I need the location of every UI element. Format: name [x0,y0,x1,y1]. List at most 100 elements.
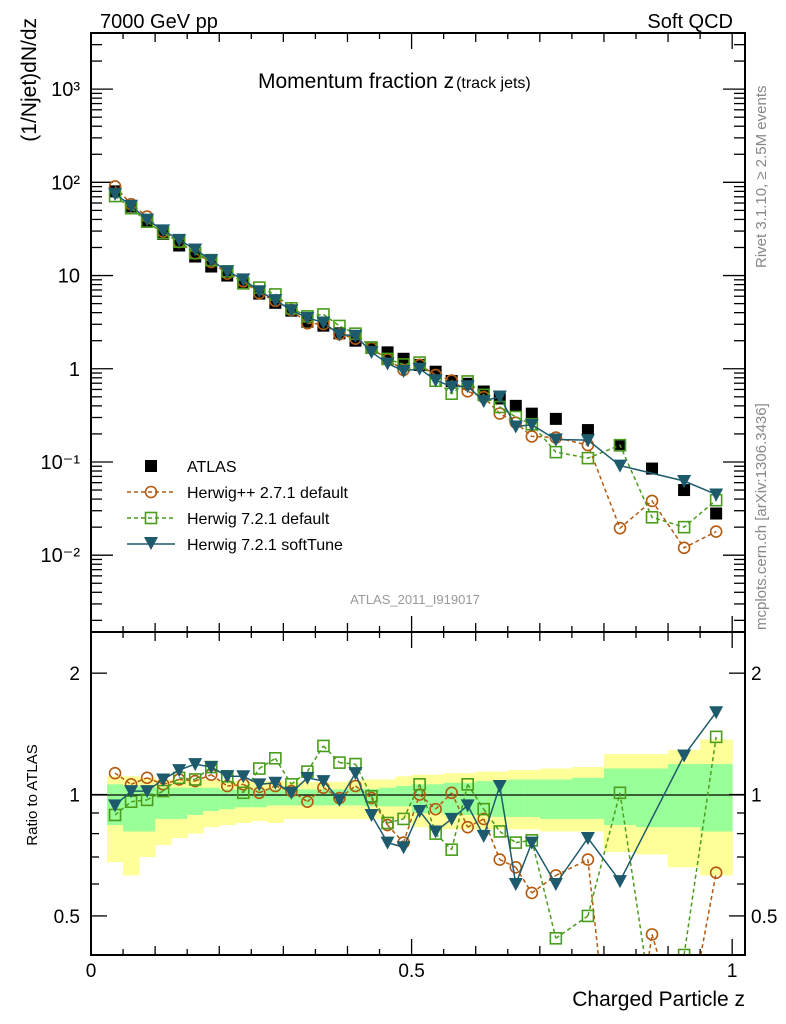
herwig-721-default-ratio-point [188,773,202,786]
stat-uncertainty-band [379,787,397,807]
herwig-721-default-ratio-line-segment [130,799,148,803]
herwig-721-softtune-ratio-point [108,799,123,813]
herwig-721-default-point [549,445,563,459]
legend-marker [144,511,158,525]
herwig-721-softtune-point [412,362,427,376]
herwig-721-softtune-ratio-line-segment [483,785,501,837]
herwig-721-default-ratio-point [477,802,491,816]
herwigpp-271-point [709,525,723,538]
herwigpp-271-ratio-line-segment [700,872,717,955]
ratio-tick-label-right: 2 [751,664,762,685]
herwig-721-default-ratio-line-segment [418,784,437,834]
herwig-721-default-ratio-line-segment [146,790,164,801]
herwig-721-softtune-point [580,434,595,448]
herwig-721-softtune-ratio-point [220,770,235,784]
herwig-721-softtune-ratio-point [364,808,379,822]
herwig-721-softtune-ratio-point [444,812,459,826]
herwig-721-softtune-point [108,187,123,201]
herwig-721-default-ratio-line-segment [274,757,293,785]
stat-uncertainty-band [475,781,493,815]
herwig-721-softtune-ratio-point [348,767,363,781]
herwigpp-271-ratio-line-segment [450,792,469,828]
herwig-721-softtune-point [548,433,563,447]
herwig-721-default-point [613,438,627,452]
herwig-721-default-ratio-point [317,739,330,753]
plot-title: Momentum fraction z (track jets) [258,70,531,93]
main-panel-marks [108,180,724,555]
herwig-721-default-ratio-point [509,836,523,849]
plot-title-sub: (track jets) [456,75,531,92]
ratio-tick-label-left: 0.5 [54,907,80,928]
herwig-721-softtune-point [252,285,267,299]
herwigpp-271-ratio-line-segment [194,774,212,782]
mcplots-label: mcplots.cern.ch [arXiv:1306.3436] [753,403,770,630]
atlas-data-point [189,250,202,263]
herwig-721-softtune-ratio-line-segment [555,837,589,885]
herwigpp-271-ratio-line-segment [146,777,164,786]
herwig-721-default-ratio-point [333,756,346,769]
herwig-721-default-ratio-line-segment [322,745,340,764]
legend-label: Herwig 7.2.1 softTune [187,537,343,554]
herwig-721-softtune-point [709,488,724,502]
herwig-721-softtune-point [220,265,235,279]
legend-label: Herwig++ 2.7.1 default [187,485,349,502]
x-tick-label: 0 [86,961,97,982]
ratio-panel-frame [90,631,746,956]
herwig-721-softtune-point [236,273,251,287]
herwig-721-default-ratio-line-segment [306,745,325,772]
herwigpp-271-ratio-line-segment [515,866,533,894]
herwigpp-271-ratio-line-segment [402,794,421,843]
herwig-721-softtune-point [396,364,411,378]
stat-uncertainty-band [571,777,605,819]
herwig-721-softtune-point [268,294,283,308]
herwig-721-default-ratio-point [269,751,282,765]
stat-uncertainty-band [267,789,284,806]
herwigpp-271-line [114,185,717,549]
herwigpp-271-ratio-line-segment [130,777,148,786]
herwigpp-271-ratio-line-segment [467,818,485,828]
ratio-axis-label: Ratio to ATLAS [24,744,41,845]
herwigpp-271-ratio-point [140,771,154,785]
rivet-version-label: Rivet 3.1.10, ≥ 2.5M events [753,86,770,269]
stat-uncertainty-band [299,789,316,806]
herwig-721-softtune-ratio-point [524,836,539,850]
herwig-721-softtune-point [524,418,539,432]
y-axis-label: (1/Njet)dN/dz [18,18,41,142]
herwigpp-271-ratio-line-segment [259,785,276,794]
herwig-721-softtune-ratio-point [612,875,627,889]
stat-uncertainty-band [315,789,332,806]
atlas-data-point [549,412,562,425]
herwig-721-softtune-point [188,243,203,257]
x-tick-label: 1 [727,961,738,982]
herwig-721-default-ratio-line-segment [162,777,180,792]
x-tick-label: 0.5 [398,961,424,982]
herwig-721-default-ratio-point [365,790,378,803]
herwig-721-default-ratio-point [549,932,563,945]
ratio-tick-label-left: 1 [69,786,80,807]
stat-uncertainty-band [219,789,236,810]
herwig-721-softtune-ratio-point [476,829,491,843]
herwig-721-softtune-point [444,380,459,394]
herwig-721-softtune-ratio-line-segment [531,842,557,885]
herwig-721-softtune-ratio-point [709,706,724,720]
herwig-721-softtune-ratio-point [284,786,299,800]
herwigpp-271-ratio-line-segment [306,787,324,803]
stat-uncertainty-band [491,781,509,817]
herwig-721-default-ratio-line-segment [226,775,244,794]
herwig-721-default-ratio-line-segment [435,833,453,851]
herwig-721-softtune-ratio-point [124,785,139,799]
herwigpp-271-ratio-line-segment [419,793,437,810]
herwigpp-271-ratio-point [445,786,458,800]
herwig-721-default-ratio-line-segment [515,839,532,844]
herwig-721-softtune-ratio-line-segment [515,842,533,885]
herwig-721-default-ratio-line-segment [370,795,389,824]
herwig-721-softtune-ratio-point [252,778,267,792]
herwigpp-271-ratio-line-segment [210,774,228,787]
herwig-721-softtune-point [300,311,315,325]
herwigpp-271-ratio-line-segment [227,783,244,787]
herwig-721-default-ratio-line-segment [258,757,276,770]
stat-uncertainty-band [203,787,220,812]
herwigpp-271-ratio-point [493,853,507,866]
herwig-721-softtune-ratio-point [380,836,395,850]
